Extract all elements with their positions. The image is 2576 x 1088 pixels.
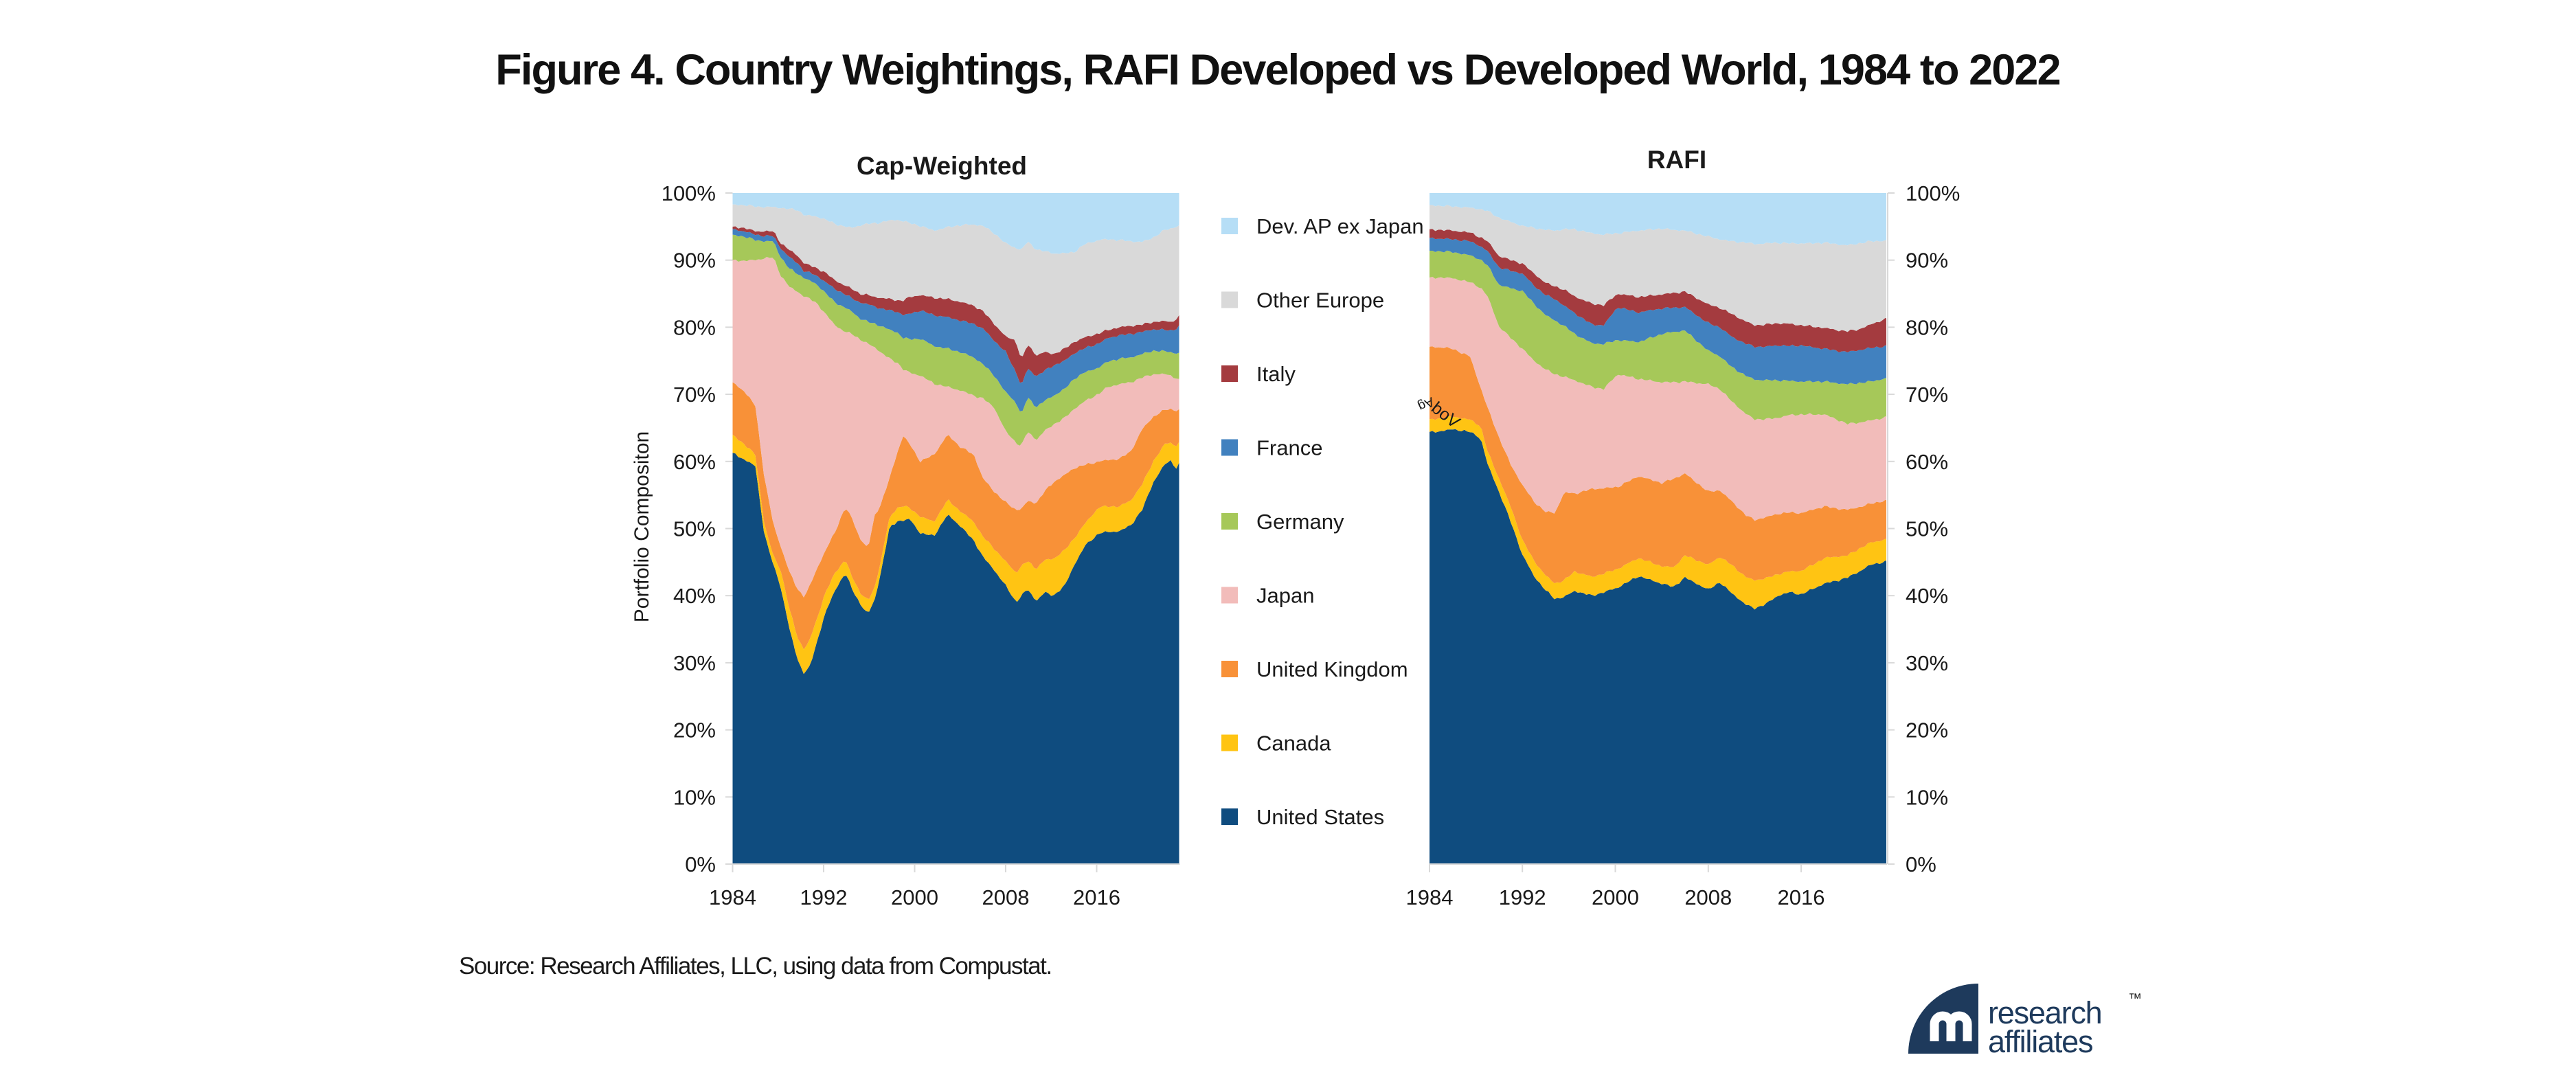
svg-text:90%: 90% bbox=[1906, 249, 1948, 273]
svg-text:40%: 40% bbox=[673, 584, 716, 608]
svg-text:90%: 90% bbox=[673, 249, 716, 273]
svg-text:Cap-Weighted: Cap-Weighted bbox=[857, 152, 1027, 180]
svg-text:0%: 0% bbox=[685, 852, 716, 876]
svg-text:Italy: Italy bbox=[1256, 362, 1296, 386]
svg-text:Figure 4. Country Weightings,: Figure 4. Country Weightings, RAFI Devel… bbox=[495, 46, 2059, 94]
svg-text:60%: 60% bbox=[1906, 450, 1948, 474]
svg-text:20%: 20% bbox=[1906, 718, 1948, 743]
svg-text:Portfolio Compositon: Portfolio Compositon bbox=[631, 431, 653, 622]
svg-text:™: ™ bbox=[2128, 991, 2142, 1006]
svg-text:Dev. AP ex Japan: Dev. AP ex Japan bbox=[1256, 214, 1424, 238]
svg-text:United States: United States bbox=[1256, 805, 1384, 829]
svg-text:Germany: Germany bbox=[1256, 510, 1344, 534]
svg-text:70%: 70% bbox=[1906, 383, 1948, 407]
svg-text:Source: Research Affiliates, L: Source: Research Affiliates, LLC, using … bbox=[459, 953, 1052, 979]
svg-text:2016: 2016 bbox=[1073, 885, 1120, 909]
svg-text:1984: 1984 bbox=[1406, 885, 1454, 909]
svg-text:70%: 70% bbox=[673, 383, 716, 407]
svg-text:2008: 2008 bbox=[1684, 885, 1732, 909]
svg-text:50%: 50% bbox=[1906, 517, 1948, 541]
svg-text:2008: 2008 bbox=[982, 885, 1030, 909]
svg-text:research: research bbox=[1988, 995, 2101, 1030]
svg-text:40%: 40% bbox=[1906, 584, 1948, 608]
svg-text:1992: 1992 bbox=[800, 885, 848, 909]
svg-text:affiliates: affiliates bbox=[1988, 1024, 2092, 1059]
svg-text:1992: 1992 bbox=[1499, 885, 1546, 909]
svg-text:50%: 50% bbox=[673, 517, 716, 541]
svg-text:100%: 100% bbox=[662, 181, 716, 205]
svg-text:0%: 0% bbox=[1906, 852, 1936, 876]
svg-text:2016: 2016 bbox=[1778, 885, 1825, 909]
svg-text:100%: 100% bbox=[1906, 181, 1960, 205]
svg-text:Japan: Japan bbox=[1256, 584, 1314, 608]
svg-text:30%: 30% bbox=[673, 651, 716, 675]
svg-text:Canada: Canada bbox=[1256, 732, 1331, 756]
svg-text:RAFI: RAFI bbox=[1647, 146, 1706, 174]
svg-text:10%: 10% bbox=[1906, 785, 1948, 809]
svg-text:80%: 80% bbox=[673, 315, 716, 339]
svg-text:2000: 2000 bbox=[1592, 885, 1639, 909]
svg-text:60%: 60% bbox=[673, 450, 716, 474]
svg-text:30%: 30% bbox=[1906, 651, 1948, 675]
svg-text:20%: 20% bbox=[673, 718, 716, 743]
svg-text:France: France bbox=[1256, 436, 1322, 460]
svg-text:80%: 80% bbox=[1906, 315, 1948, 339]
svg-text:United Kingdom: United Kingdom bbox=[1256, 657, 1408, 681]
svg-text:1984: 1984 bbox=[709, 885, 756, 909]
svg-text:10%: 10% bbox=[673, 785, 716, 809]
svg-text:2000: 2000 bbox=[891, 885, 938, 909]
svg-text:Other Europe: Other Europe bbox=[1256, 288, 1384, 313]
